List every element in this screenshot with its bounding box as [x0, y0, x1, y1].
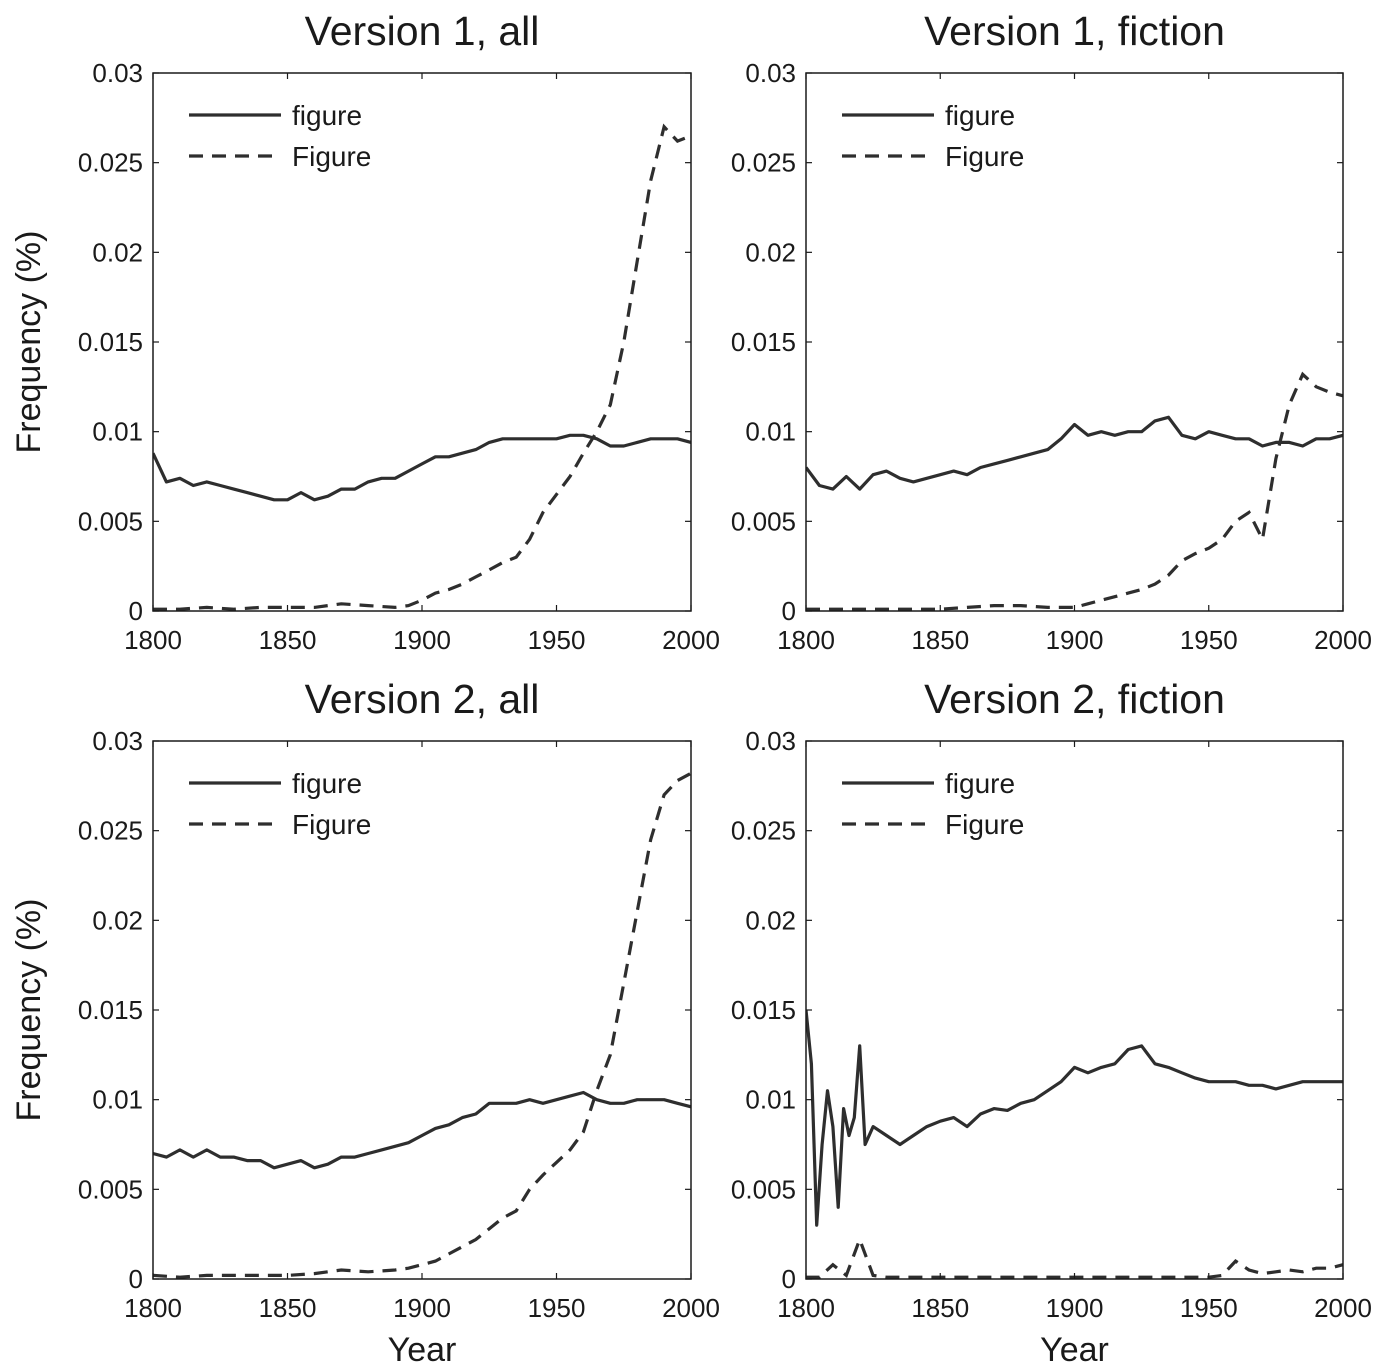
x-tick-label: 1800	[124, 625, 182, 655]
x-axis-label: Year	[388, 1331, 457, 1367]
y-tick-label: 0.025	[731, 148, 796, 178]
y-tick-label: 0	[782, 596, 796, 626]
x-tick-label: 1900	[1046, 625, 1104, 655]
y-tick-label: 0.02	[92, 237, 143, 267]
legend-label: figure	[945, 100, 1015, 131]
y-tick-label: 0.02	[92, 905, 143, 935]
y-tick-label: 0.03	[745, 726, 796, 756]
series-line-figure-solid	[806, 415, 1343, 491]
y-tick-label: 0.03	[92, 726, 143, 756]
chart-title: Version 1, all	[305, 8, 540, 54]
y-tick-label: 0	[129, 596, 143, 626]
chart-panel-1: Version 1, all 1800 1850 1900 1950 2000 0 0.005…	[10, 8, 720, 655]
series-line-figure-solid	[153, 433, 691, 502]
x-tick-label: 1900	[393, 1293, 451, 1323]
y-tick-label: 0.005	[78, 506, 143, 536]
x-tick-label: 1950	[1180, 1293, 1238, 1323]
y-tick-label: 0.025	[78, 148, 143, 178]
y-tick-label: 0	[782, 1264, 796, 1294]
y-tick-label: 0.025	[78, 816, 143, 846]
y-tick-label: 0.02	[745, 905, 796, 935]
x-tick-label: 2000	[1314, 1293, 1372, 1323]
x-tick-label: 1850	[911, 1293, 969, 1323]
y-tick-label: 0.005	[731, 1174, 796, 1204]
x-axis-label: Year	[1040, 1331, 1109, 1367]
series-line-figure-dashed	[153, 771, 691, 1279]
x-tick-label: 1900	[1046, 1293, 1104, 1323]
x-tick-label: 2000	[1314, 625, 1372, 655]
y-axis-label: Frequency (%)	[10, 899, 48, 1122]
legend: figure Figure	[189, 100, 371, 172]
y-tick-label: 0.015	[78, 327, 143, 357]
chart-title: Version 2, fiction	[924, 676, 1225, 722]
legend-label: Figure	[945, 809, 1024, 840]
plot-frame	[152, 72, 692, 612]
y-tick-label: 0	[129, 1264, 143, 1294]
y-tick-label: 0.03	[745, 58, 796, 88]
y-tick-label: 0.01	[745, 1085, 796, 1115]
chart-panel-2: Version 1, fiction 1800 1850 1900 1950 2000 0 0…	[731, 8, 1372, 655]
x-tick-label: 1850	[259, 625, 317, 655]
y-tick-label: 0.02	[745, 237, 796, 267]
y-tick-label: 0.01	[745, 417, 796, 447]
y-axis-label: Frequency (%)	[10, 231, 48, 454]
y-tick-label: 0.03	[92, 58, 143, 88]
y-tick-label: 0.015	[731, 995, 796, 1025]
x-tick-label: 2000	[662, 625, 720, 655]
y-tick-label: 0.015	[731, 327, 796, 357]
x-tick-label: 2000	[662, 1293, 720, 1323]
legend: figure Figure	[189, 768, 371, 840]
x-tick-label: 1950	[1180, 625, 1238, 655]
x-tick-label: 1800	[124, 1293, 182, 1323]
chart-title: Version 1, fiction	[924, 8, 1225, 54]
y-tick-label: 0.01	[92, 1085, 143, 1115]
x-tick-label: 1950	[528, 1293, 586, 1323]
y-tick-label: 0.005	[731, 506, 796, 536]
x-tick-label: 1800	[777, 1293, 835, 1323]
y-tick-label: 0.015	[78, 995, 143, 1025]
x-tick-label: 1950	[528, 625, 586, 655]
x-tick-label: 1900	[393, 625, 451, 655]
legend-label: Figure	[292, 141, 371, 172]
plot-frame	[805, 740, 1344, 1280]
x-tick-label: 1800	[777, 625, 835, 655]
legend-label: Figure	[945, 141, 1024, 172]
series-line-figure-dashed	[806, 1234, 1343, 1279]
y-tick-label: 0.01	[92, 417, 143, 447]
chart-panel-3: Version 2, all 1800 1850 1900 1950 2000 0 0.005…	[10, 676, 720, 1367]
y-tick-label: 0.005	[78, 1174, 143, 1204]
series-line-figure-solid	[806, 1009, 1343, 1227]
plot-frame	[152, 740, 692, 1280]
legend-label: figure	[292, 768, 362, 799]
legend-label: Figure	[292, 809, 371, 840]
chart-panel-4: Version 2, fiction 1800 1850 1900 1950 2000 0 0…	[731, 676, 1372, 1367]
legend: figure Figure	[842, 768, 1024, 840]
series-line-figure-dashed	[806, 371, 1343, 611]
legend-label: figure	[945, 768, 1015, 799]
x-tick-label: 1850	[911, 625, 969, 655]
legend: figure Figure	[842, 100, 1024, 172]
x-tick-label: 1850	[259, 1293, 317, 1323]
series-line-figure-dashed	[153, 123, 691, 611]
legend-label: figure	[292, 100, 362, 131]
series-line-figure-solid	[153, 1090, 691, 1170]
chart-title: Version 2, all	[305, 676, 540, 722]
y-tick-label: 0.025	[731, 816, 796, 846]
